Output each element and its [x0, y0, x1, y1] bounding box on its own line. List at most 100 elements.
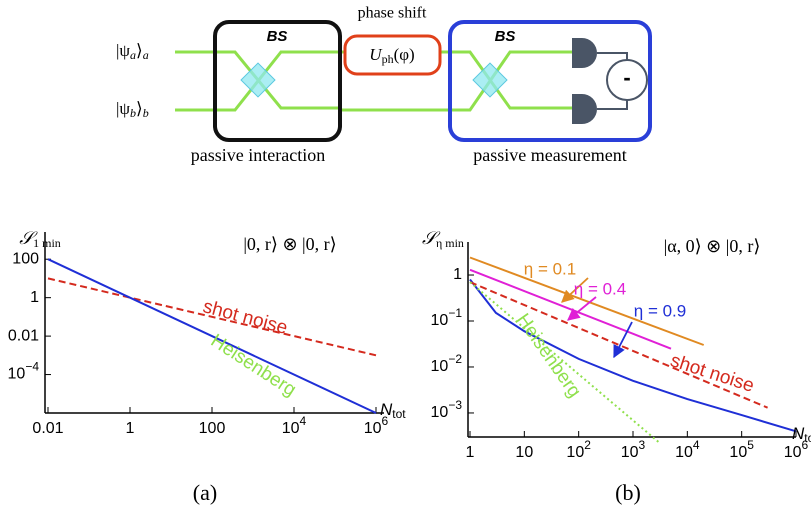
series-label: Heisenberg [207, 330, 300, 401]
x-tick-label: 104 [282, 414, 307, 437]
tick-base: 10 [675, 444, 693, 461]
annotation: |0, r⟩ ⊗ |0, r⟩ [243, 234, 336, 254]
op-arg: (φ) [394, 45, 415, 64]
tick-base: 10 [566, 444, 584, 461]
tick-exponent: 6 [382, 414, 389, 428]
label-arrow [561, 277, 589, 303]
ket-close: ⟩ [136, 99, 143, 118]
x-axis-label: Ntot [792, 424, 811, 445]
tick-exponent: −4 [25, 360, 39, 374]
ket-index: b [143, 106, 149, 120]
beam-splitter [240, 62, 276, 98]
tick-base: 10 [431, 358, 449, 375]
y-tick-label: 0.01 [8, 327, 39, 344]
tick-exponent: 4 [693, 438, 700, 452]
series-label: η = 0.9 [634, 301, 686, 320]
tick-base: 10 [431, 312, 449, 329]
y-axis-label: 𝒮1 min [19, 228, 61, 250]
label-sub: 1 min [33, 236, 61, 250]
detector [572, 38, 597, 68]
panel-caption: (b) [615, 480, 641, 505]
series-label: shot noise [201, 296, 290, 339]
annotation: |α, 0⟩ ⊗ |0, r⟩ [664, 236, 761, 256]
detector-wire [597, 52, 628, 110]
series-line [469, 256, 705, 346]
difference-circle [606, 59, 648, 101]
y-tick-label: 10−4 [8, 360, 40, 383]
x-tick-label: 105 [729, 438, 754, 461]
label-arrow [567, 296, 597, 321]
interaction-box [213, 20, 342, 142]
state-b: |ψb⟩b [116, 99, 149, 120]
y-tick-label: 10−1 [431, 306, 463, 329]
tick-exponent: −3 [448, 398, 462, 412]
ket-index: a [143, 48, 149, 62]
tick-base: 10 [431, 404, 449, 421]
ket-close: ⟩ [136, 41, 143, 60]
label-main: N [792, 424, 805, 443]
label-arrow [613, 321, 633, 359]
x-tick-label: 102 [566, 438, 591, 461]
caption: passive interaction [191, 145, 325, 165]
x-tick-label: 103 [621, 438, 646, 461]
label-sub: η min [436, 236, 464, 250]
tick-exponent: −1 [448, 306, 462, 320]
op-sub: ph [382, 52, 394, 66]
x-tick-label: 1 [466, 444, 475, 461]
tick-exponent: −2 [448, 352, 462, 366]
x-tick-label: 104 [675, 438, 700, 461]
tick-base: 10 [729, 444, 747, 461]
phase-operator: Uph(φ) [369, 45, 414, 66]
measurement-box [448, 20, 652, 142]
series-label: η = 0.1 [524, 259, 576, 278]
phase-box [343, 34, 442, 76]
state-a: |ψa⟩a [116, 41, 149, 62]
tick-base: 10 [621, 444, 639, 461]
caption: passive measurement [473, 145, 626, 165]
panel-caption: (a) [193, 480, 217, 505]
x-tick-label: 0.01 [32, 420, 63, 437]
beam-splitter [472, 62, 508, 98]
y-tick-label: 100 [12, 250, 39, 267]
ket-sub: a [130, 48, 136, 62]
series-line [47, 277, 377, 357]
x-axis-label: Ntot [380, 400, 406, 421]
ket: |ψ [116, 41, 130, 60]
y-axis-label: 𝒮η min [422, 228, 464, 250]
x-tick-label: 10 [515, 444, 533, 461]
y-tick-label: 1 [30, 289, 39, 306]
label-main: N [380, 400, 393, 419]
series-line [469, 281, 660, 444]
tick-exponent: 5 [747, 438, 754, 452]
y-tick-label: 10−3 [431, 398, 463, 421]
tick-base: 10 [8, 366, 26, 383]
tick-base: 10 [282, 420, 300, 437]
label-sub: tot [804, 431, 811, 445]
tick-exponent: 4 [300, 414, 307, 428]
bs-label: BS [495, 28, 516, 45]
label-sub: tot [392, 407, 406, 421]
x-tick-label: 1 [126, 420, 135, 437]
x-tick-label: 100 [199, 420, 226, 437]
y-tick-label: 1 [453, 266, 462, 283]
tick-base: 10 [784, 444, 802, 461]
phase-label: phase shift [358, 5, 427, 22]
x-tick-label: 106 [364, 414, 389, 437]
series-line [469, 281, 768, 409]
x-tick-label: 106 [784, 438, 809, 461]
detector [572, 94, 597, 124]
tick-base: 10 [364, 420, 382, 437]
ket-sub: b [130, 106, 136, 120]
series-label: η = 0.4 [574, 279, 626, 298]
bs-label: BS [267, 28, 288, 45]
diagram: - BS BS phase shift Uph(φ) |ψa⟩a |ψb⟩b p… [116, 5, 652, 165]
ket: |ψ [116, 99, 130, 118]
tick-exponent: 3 [639, 438, 646, 452]
difference-sign: - [623, 65, 630, 90]
tick-exponent: 6 [802, 438, 809, 452]
y-tick-label: 10−2 [431, 352, 463, 375]
series-line [47, 258, 377, 414]
